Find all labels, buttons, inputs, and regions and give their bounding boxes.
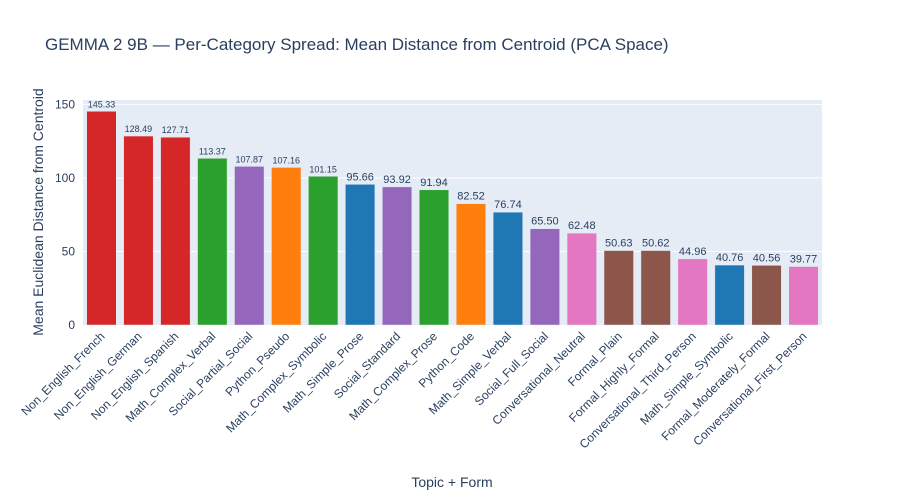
bar-value-label: 50.63 <box>605 238 633 250</box>
bar-value-label: 95.66 <box>346 171 374 183</box>
bar-value-label: 107.16 <box>272 155 300 165</box>
bar[interactable] <box>566 232 597 326</box>
y-axis-title: Mean Euclidean Distance from Centroid <box>30 88 46 335</box>
bar[interactable] <box>86 111 117 326</box>
x-tick-label: Social_Standard <box>331 329 403 401</box>
bar-value-label: 93.92 <box>383 174 411 186</box>
bar[interactable] <box>308 176 339 326</box>
bar-value-label: 40.56 <box>753 252 781 264</box>
bar[interactable] <box>751 265 782 326</box>
y-tick-label: 150 <box>55 97 75 111</box>
bar[interactable] <box>788 266 819 326</box>
bar-value-label: 145.33 <box>88 99 116 109</box>
bar-value-label: 82.52 <box>457 191 485 203</box>
bar[interactable] <box>455 203 487 326</box>
y-tick-label: 100 <box>55 171 75 185</box>
bar-value-label: 40.76 <box>716 252 744 264</box>
bar[interactable] <box>677 258 708 326</box>
bar[interactable] <box>160 136 191 326</box>
plot-background <box>83 100 822 325</box>
bar-value-label: 107.87 <box>236 154 264 164</box>
bar[interactable] <box>492 211 523 326</box>
bar[interactable] <box>345 184 376 326</box>
y-tick-label: 50 <box>62 244 76 258</box>
bar[interactable] <box>603 250 634 326</box>
bar[interactable] <box>234 166 265 326</box>
bar[interactable] <box>123 135 154 326</box>
bar-value-label: 65.50 <box>531 216 559 228</box>
bar[interactable] <box>271 167 302 326</box>
bar-value-label: 101.15 <box>309 164 337 174</box>
chart-title: GEMMA 2 9B — Per-Category Spread: Mean D… <box>45 35 669 54</box>
bar-value-label: 127.71 <box>162 125 190 135</box>
bar-value-label: 91.94 <box>420 177 448 189</box>
y-tick-label: 0 <box>68 318 75 332</box>
bar[interactable] <box>640 250 671 326</box>
bar[interactable] <box>382 186 413 326</box>
bar-value-label: 39.77 <box>790 254 818 266</box>
bar[interactable] <box>418 189 450 326</box>
bar[interactable] <box>714 264 745 326</box>
x-tick-label: Python_Pseudo <box>223 329 293 399</box>
bar-value-label: 44.96 <box>679 246 707 258</box>
bar-value-label: 113.37 <box>199 146 226 156</box>
bar-value-label: 76.74 <box>494 199 522 211</box>
bar[interactable] <box>529 228 560 326</box>
bar-value-label: 62.48 <box>568 220 596 232</box>
x-axis-title: Topic + Form <box>411 474 492 490</box>
bar-value-label: 50.62 <box>642 238 670 250</box>
bar[interactable] <box>197 158 228 326</box>
bar-value-label: 128.49 <box>125 124 153 134</box>
